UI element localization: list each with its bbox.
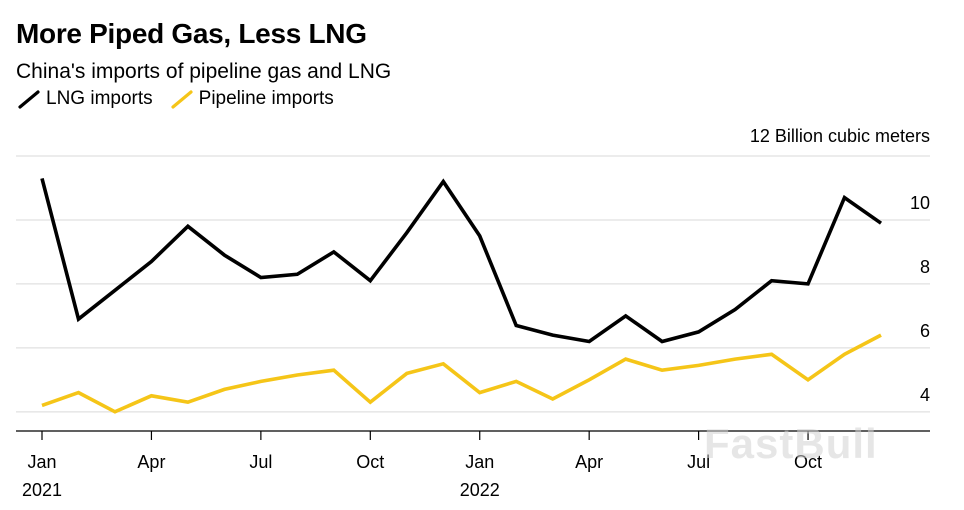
chart-title: More Piped Gas, Less LNG — [16, 18, 367, 49]
x-tick-label-6: Jul — [687, 452, 710, 472]
x-tick-label-5: Apr — [575, 452, 603, 472]
legend-item-lng: LNG imports — [16, 88, 153, 110]
legend-swatch-lng — [18, 90, 40, 109]
legend: LNG imports Pipeline imports — [16, 88, 350, 110]
watermark-logo: FastBull — [704, 420, 878, 467]
x-tick-year-0: 2021 — [22, 480, 62, 500]
x-tick-label-3: Oct — [356, 452, 384, 472]
x-tick-label-2: Jul — [249, 452, 272, 472]
chart-subtitle: China's imports of pipeline gas and LNG — [16, 60, 392, 83]
y-axis-unit-label: 12 Billion cubic meters — [750, 126, 930, 146]
y-tick-label-8: 8 — [920, 257, 930, 277]
legend-label-pipeline: Pipeline imports — [198, 88, 334, 109]
y-tick-label-4: 4 — [920, 385, 930, 405]
legend-swatch-pipeline — [171, 90, 193, 109]
legend-item-pipeline: Pipeline imports — [169, 88, 334, 110]
x-tick-label-4: Jan — [465, 452, 494, 472]
legend-label-lng: LNG imports — [46, 88, 153, 109]
y-tick-label-6: 6 — [920, 321, 930, 341]
x-tick-year-4: 2022 — [460, 480, 500, 500]
x-tick-label-0: Jan — [27, 452, 56, 472]
x-tick-label-7: Oct — [794, 452, 822, 472]
y-tick-label-10: 10 — [910, 193, 930, 213]
x-tick-label-1: Apr — [137, 452, 165, 472]
series-line-lng — [40, 177, 883, 344]
series-line-pipeline — [41, 333, 882, 414]
